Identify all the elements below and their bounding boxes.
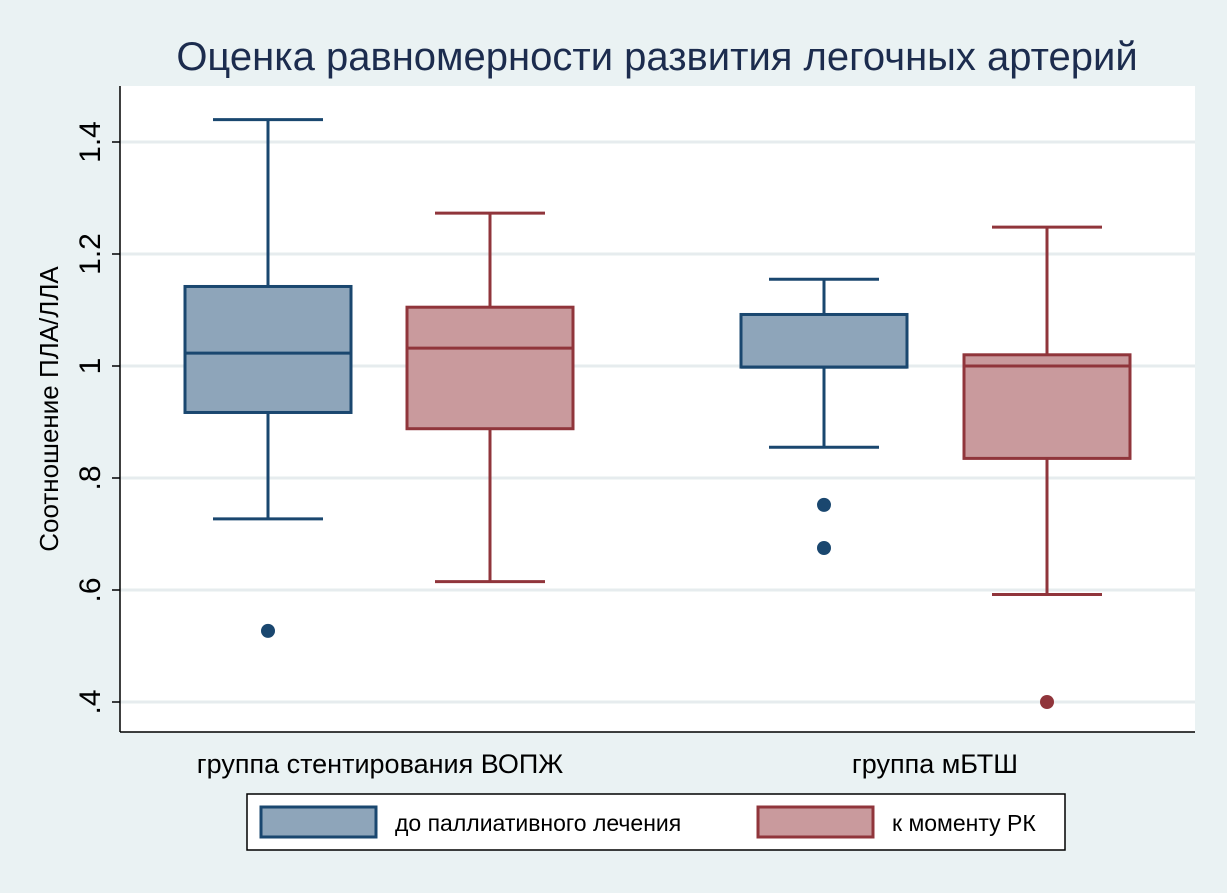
outlier-point <box>1040 695 1054 709</box>
y-tick-label: .4 <box>74 689 107 714</box>
legend-label: к моменту РК <box>892 810 1036 836</box>
box-1-1 <box>962 225 1132 709</box>
y-tick-label: 1.2 <box>74 233 107 275</box>
y-tick-label: .8 <box>74 465 107 490</box>
y-tick-label: 1 <box>74 358 107 375</box>
boxes <box>183 118 1132 709</box>
legend-swatch <box>756 805 875 839</box>
box-0-0 <box>183 118 353 638</box>
y-tick-label: .6 <box>74 577 107 602</box>
legend-label: до паллиативного лечения <box>395 810 681 836</box>
box-iqr <box>405 305 575 431</box>
box-0-1 <box>739 277 909 555</box>
legend-items: до паллиативного лечения к моменту РК <box>259 805 1036 839</box>
outlier-point <box>817 497 831 512</box>
category-labels: группа стентирования ВОПЖ группа мБТШ <box>197 749 1018 779</box>
box-iqr <box>183 284 353 414</box>
outlier-point <box>817 541 831 555</box>
outlier-point <box>261 623 275 638</box>
y-tick-label: 1.4 <box>74 121 107 163</box>
category-label: группа мБТШ <box>852 749 1018 779</box>
category-label: группа стентирования ВОПЖ <box>197 749 563 779</box>
legend-swatch <box>259 805 378 839</box>
legend <box>246 793 1066 851</box>
chart-title: Оценка равномерности развития легочных а… <box>176 35 1137 79</box>
box-1-0 <box>405 211 575 584</box>
y-ticks: .4 .6 .8 1 1.2 1.4 <box>74 121 120 715</box>
y-axis-title: Соотношение ПЛА/ЛЛА <box>34 266 64 552</box>
box-iqr <box>739 312 909 369</box>
box-iqr <box>962 353 1132 460</box>
